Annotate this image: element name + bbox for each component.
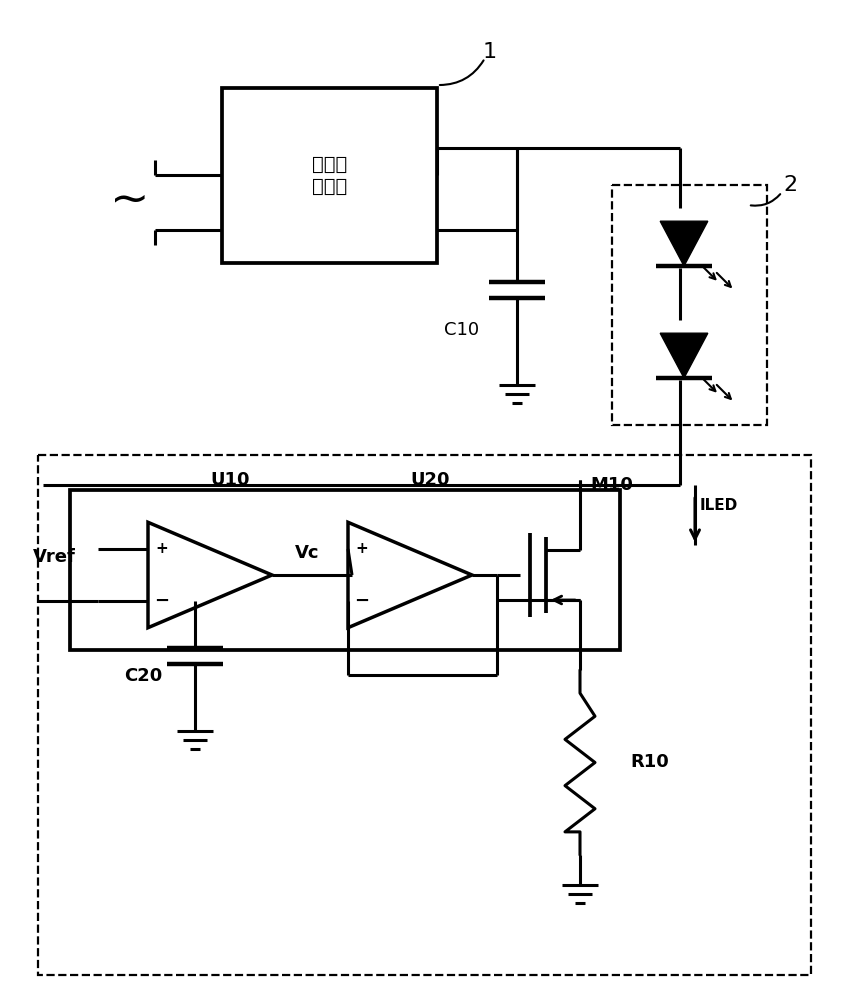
Text: −: − — [354, 592, 369, 610]
Text: +: + — [155, 541, 168, 556]
Text: R10: R10 — [630, 753, 669, 771]
Text: ILED: ILED — [700, 497, 739, 512]
Polygon shape — [661, 221, 708, 266]
Text: +: + — [356, 541, 368, 556]
Text: 恒流驱
动电路: 恒流驱 动电路 — [312, 155, 347, 196]
Polygon shape — [661, 333, 708, 378]
Bar — [222, 88, 437, 263]
Text: M10: M10 — [590, 476, 633, 494]
Text: U10: U10 — [211, 471, 250, 489]
Text: U20: U20 — [410, 471, 450, 489]
Text: −: − — [155, 592, 170, 610]
Text: C20: C20 — [124, 667, 162, 685]
Bar — [38, 455, 811, 975]
Text: ~: ~ — [110, 178, 149, 223]
Text: Vc: Vc — [295, 544, 319, 562]
Bar — [612, 185, 767, 425]
Text: 2: 2 — [783, 175, 797, 195]
Bar — [70, 490, 620, 650]
Text: C10: C10 — [444, 321, 480, 339]
Text: Vref: Vref — [33, 548, 76, 566]
Text: 1: 1 — [483, 42, 497, 62]
